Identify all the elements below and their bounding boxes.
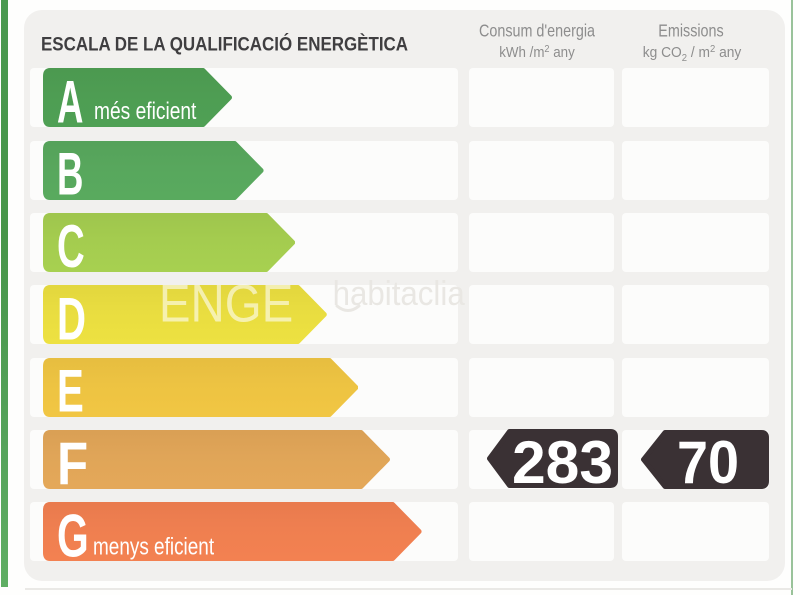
svg-text:Consum d'energia: Consum d'energia (479, 22, 595, 41)
svg-text:ENGE: ENGE (159, 273, 293, 333)
svg-text:kg CO2 / m2 any: kg CO2 / m2 any (643, 44, 742, 64)
svg-text:C: C (57, 212, 85, 280)
svg-text:E: E (57, 358, 84, 425)
svg-text:283: 283 (512, 428, 613, 496)
svg-text:F: F (57, 430, 88, 497)
svg-text:G: G (57, 503, 89, 570)
svg-text:més eficient: més eficient (94, 97, 196, 125)
svg-text:ESCALA DE LA QUALIFICACIÓ ENER: ESCALA DE LA QUALIFICACIÓ ENERGÈTICA (41, 32, 408, 54)
svg-text:habitaclia: habitaclia (333, 274, 466, 313)
svg-text:menys eficient: menys eficient (93, 533, 214, 561)
svg-text:Emissions: Emissions (658, 22, 723, 41)
svg-text:A: A (57, 68, 83, 136)
svg-text:B: B (57, 140, 83, 208)
svg-text:70: 70 (677, 430, 739, 496)
svg-text:kWh /m2 any: kWh /m2 any (499, 43, 575, 60)
svg-text:D: D (57, 285, 86, 352)
